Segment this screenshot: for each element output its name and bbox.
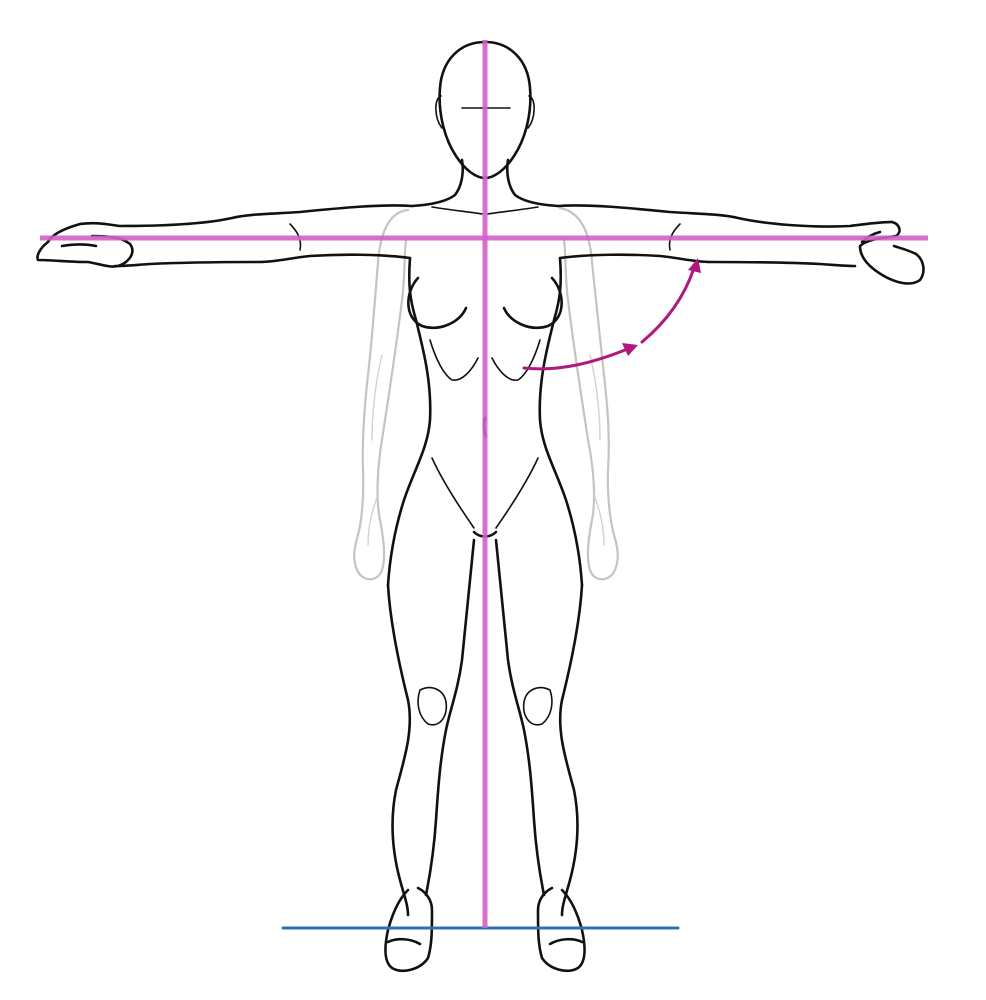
left-leg-inner [424,538,476,897]
left-leg-outer [386,583,412,917]
right-torso-side [538,256,584,587]
legs [384,538,586,972]
ribcage-left [429,339,479,381]
right-leg-outer [558,583,584,917]
left-arm-top [78,204,414,228]
curved-arrow-up-icon [522,258,701,371]
arrow-top-head [688,258,701,273]
arrow-mid-head [622,343,638,356]
neck-left [410,158,465,208]
left-foot [384,886,434,972]
torso [386,158,584,587]
arms-raised [36,204,925,285]
ghost-arms-down-pose [353,206,619,581]
right-breast [502,276,563,329]
left-breast [407,276,468,329]
right-hand [858,220,925,285]
ghost-right-arm [558,206,619,581]
right-ear [527,95,535,129]
right-foot [536,886,586,972]
neck-right [505,158,560,208]
right-arm-bottom [558,253,857,268]
arrow-head-segment [640,266,696,344]
left-knee [417,686,448,726]
guide-lines [40,40,928,928]
left-torso-side [386,256,432,587]
ghost-left-arm [353,208,410,581]
collarbones [431,206,539,215]
ghost-left-arm-inner [367,354,383,546]
left-hand [36,222,134,268]
left-hip-line [431,457,475,529]
right-arm-top [556,204,894,228]
left-arm-bottom [113,253,412,268]
left-ear [435,95,443,129]
right-knee [522,686,553,726]
arrow-tail-segment [522,346,632,371]
ribcage-right [491,339,541,381]
right-leg-inner [494,538,546,897]
right-hip-line [495,457,539,529]
